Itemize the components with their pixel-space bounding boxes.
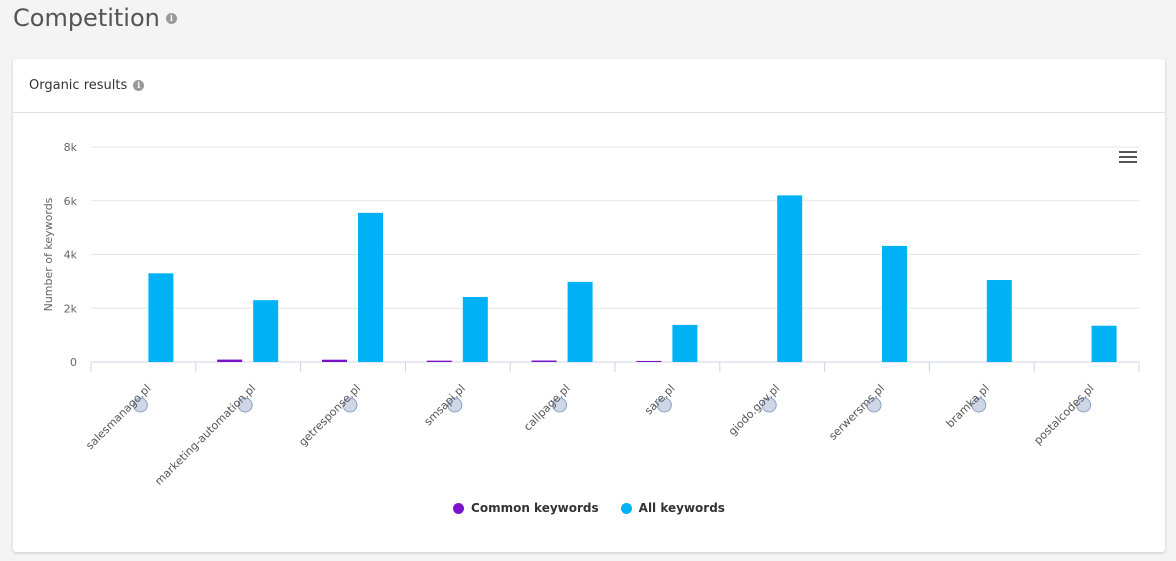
sare-icon xyxy=(656,397,672,413)
info-icon[interactable]: i xyxy=(133,80,145,91)
card-title: Organic results xyxy=(29,78,128,93)
card-header: Organic results i xyxy=(13,59,1165,113)
hamburger-icon-line xyxy=(1119,151,1137,153)
bar-common-keywords xyxy=(636,360,662,362)
x-tick-label: marketing-automation.pl xyxy=(152,382,258,488)
bar-common-keywords xyxy=(531,360,557,362)
legend-label: Common keywords xyxy=(471,501,599,515)
legend-item-common[interactable]: Common keywords xyxy=(453,501,599,515)
x-tick-label: sare.pl xyxy=(642,382,677,417)
bar-all-keywords xyxy=(882,245,907,362)
hamburger-icon-line xyxy=(1119,161,1137,163)
legend-item-all[interactable]: All keywords xyxy=(620,501,725,515)
bar-all-keywords xyxy=(777,195,803,362)
y-axis-label: Number of keywords xyxy=(42,197,55,311)
salesmanago-icon xyxy=(132,397,148,413)
y-tick-label: 2k xyxy=(64,302,78,315)
x-tick-label: serwersms.pl xyxy=(826,382,887,443)
x-tick-label: postalcodes.pl xyxy=(1031,382,1096,447)
postalcodes-icon xyxy=(1076,397,1092,413)
bar-all-keywords xyxy=(672,324,698,362)
smsapi-icon xyxy=(447,397,463,413)
legend-swatch xyxy=(620,502,632,514)
legend-swatch xyxy=(453,502,465,514)
bar-common-keywords xyxy=(322,359,347,362)
hamburger-icon-line xyxy=(1119,156,1137,158)
bramka-icon xyxy=(971,397,987,413)
x-tick-label: salesmanago.pl xyxy=(83,382,153,452)
bar-all-keywords xyxy=(462,296,488,362)
page-title: Competition i xyxy=(13,4,177,32)
legend-label: All keywords xyxy=(638,501,725,515)
bar-all-keywords xyxy=(358,212,383,362)
info-icon[interactable]: i xyxy=(165,12,177,24)
organic-results-card: Organic results i 0 2k 4k 6k 8k Number of key… xyxy=(13,59,1165,552)
marketing-automation-icon xyxy=(237,397,253,413)
chart-menu-button[interactable] xyxy=(1119,151,1137,165)
bar-all-keywords xyxy=(253,300,279,362)
callpage-icon xyxy=(552,397,568,413)
bar-common-keywords xyxy=(217,359,243,362)
chart-legend: Common keywords All keywords xyxy=(13,501,1165,515)
page-title-text: Competition xyxy=(13,4,160,32)
y-tick-label: 8k xyxy=(64,141,78,154)
y-tick-label: 4k xyxy=(64,249,78,262)
y-tick-label: 6k xyxy=(64,195,78,208)
bar-all-keywords xyxy=(148,273,174,362)
bar-all-keywords xyxy=(1091,325,1117,362)
bar-all-keywords xyxy=(986,280,1012,362)
x-tick-label: getresponse.pl xyxy=(296,382,363,449)
bar-all-keywords xyxy=(567,281,593,362)
bar-common-keywords xyxy=(426,360,452,362)
keywords-bar-chart: 0 2k 4k 6k 8k Number of keywords salesmanago.p… xyxy=(42,141,1140,488)
y-tick-label: 0 xyxy=(70,356,77,369)
getresponse-icon xyxy=(342,397,358,413)
giodo-icon xyxy=(761,397,777,413)
serwersms-icon xyxy=(866,397,882,413)
